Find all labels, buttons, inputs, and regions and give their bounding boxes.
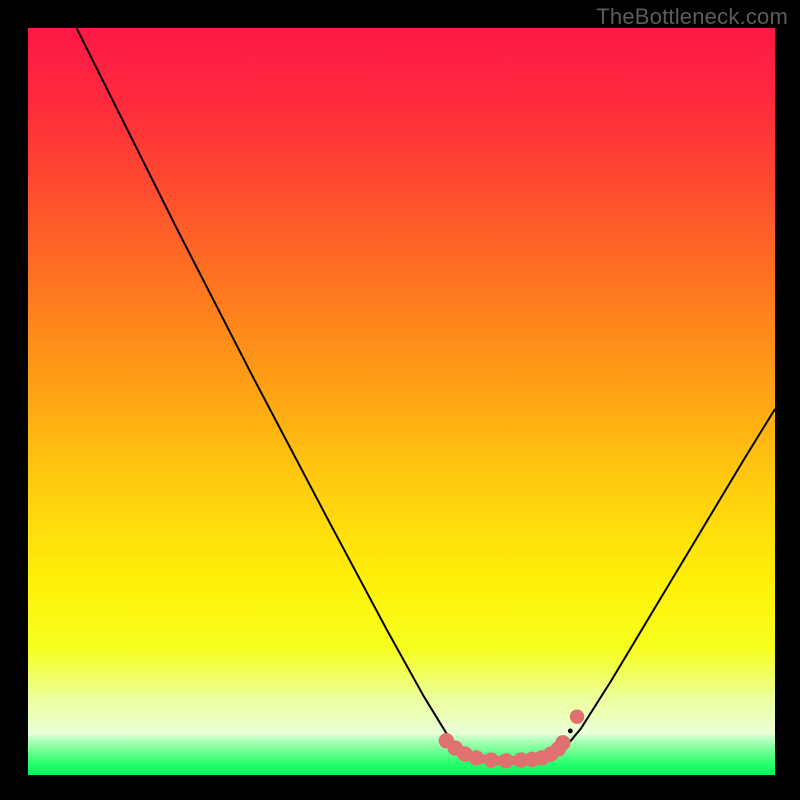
bottleneck-marker [499,754,513,768]
bottleneck-marker [484,753,498,767]
curve-black-dot [568,729,573,734]
bottleneck-marker [556,736,570,750]
watermark-text: TheBottleneck.com [596,4,788,30]
bottleneck-marker [469,751,483,765]
curve-right [562,409,775,751]
curve-left [77,28,462,751]
plot-area [28,28,775,775]
bottleneck-marker-extra [570,710,584,724]
chart-container: TheBottleneck.com [0,0,800,800]
chart-svg [28,28,775,775]
